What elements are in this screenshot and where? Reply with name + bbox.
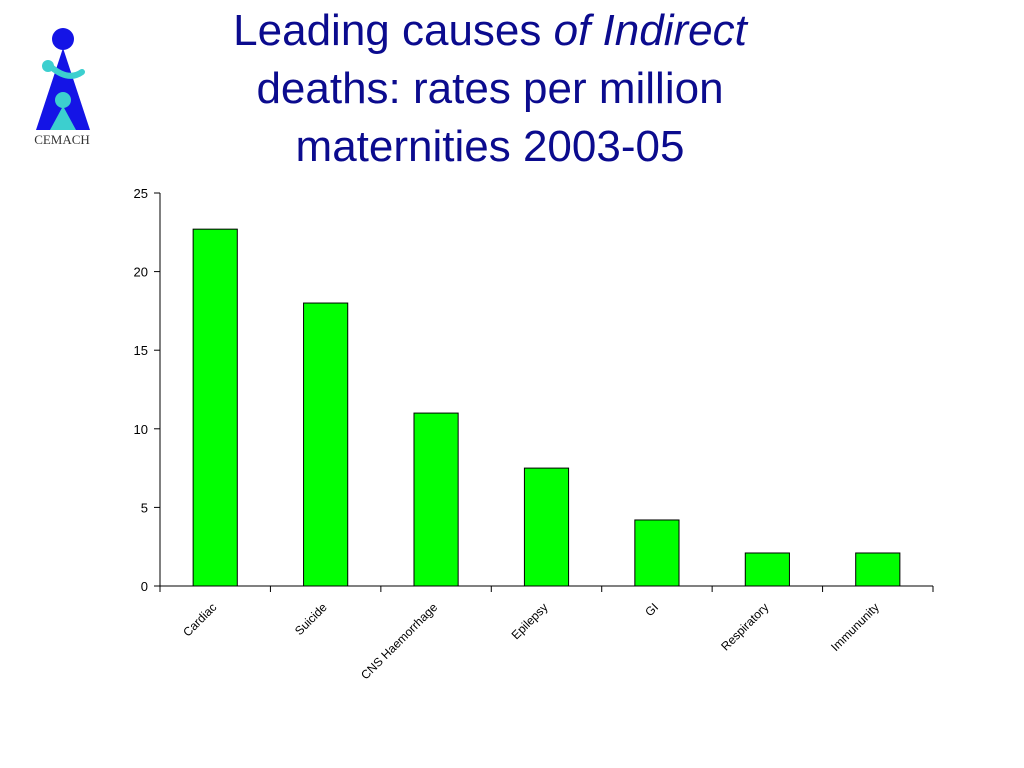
x-axis [159, 585, 934, 592]
title-line-2: deaths: rates per million [256, 64, 724, 113]
category-label: Epilepsy [509, 600, 551, 642]
title-line-1-regular: Leading causes [233, 6, 554, 55]
bar-suicide [303, 302, 349, 587]
logo-child-head-icon [55, 92, 71, 108]
category-label: CNS Haemorrhage [358, 600, 440, 682]
category-label: Cardiac [180, 600, 219, 639]
title-line-1: Leading causes of Indirect [233, 6, 747, 55]
y-tick-label: 0 [141, 579, 148, 594]
title-line-3: maternities 2003-05 [295, 122, 685, 171]
logo-body-icon [36, 48, 90, 130]
y-tick-label: 25 [134, 186, 148, 201]
bars [192, 228, 901, 587]
logo-small-head-icon [42, 60, 54, 72]
cemach-logo: CEMACH [34, 28, 90, 147]
logo-text: CEMACH [34, 132, 90, 147]
bar-respiratory [744, 552, 790, 587]
y-axis: 0 5 10 15 20 25 [134, 186, 161, 594]
logo-child-body-icon [50, 106, 76, 130]
y-tick-label: 10 [134, 422, 148, 437]
category-label: Respiratory [718, 600, 771, 653]
category-labels: Cardiac Suicide CNS Haemorrhage Epilepsy GI R… [180, 600, 882, 682]
slide-title: Leading causes of Indirect deaths: rates… [140, 2, 840, 176]
category-label: Immununity [828, 600, 882, 654]
bar-epilepsy [523, 467, 570, 587]
category-label: Suicide [292, 600, 330, 638]
bar-cns-haemorrhage [413, 412, 459, 587]
bar-cardiac [192, 228, 238, 587]
category-label: GI [642, 600, 661, 619]
logo-head-icon [52, 28, 74, 50]
bar-immununity [855, 552, 901, 587]
y-tick-label: 15 [134, 343, 148, 358]
bar-gi [634, 519, 680, 587]
y-tick-label: 5 [141, 500, 148, 515]
y-tick-label: 20 [134, 265, 148, 280]
title-line-1-italic: of Indirect [553, 6, 747, 55]
